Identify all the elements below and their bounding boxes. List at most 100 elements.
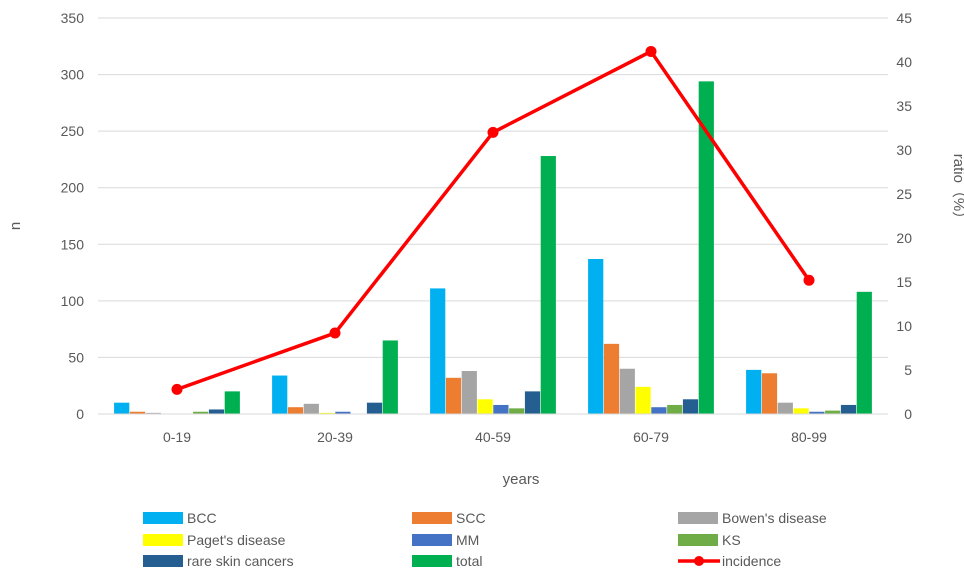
- legend-label: incidence: [722, 553, 781, 569]
- bar-scc: [603, 343, 620, 414]
- bar-total: [382, 340, 398, 414]
- bar-total: [540, 156, 556, 414]
- x-tick-label: 0-19: [163, 429, 191, 445]
- legend-item: KS: [678, 532, 741, 548]
- bar-paget-s-disease: [635, 386, 651, 414]
- legend-item: Paget's disease: [143, 532, 286, 548]
- legend-swatch: [143, 512, 183, 524]
- legend-item: incidence: [678, 553, 781, 569]
- right-tick-label: 25: [896, 186, 912, 202]
- incidence-point: [329, 327, 341, 339]
- incidence-point: [645, 45, 657, 57]
- bar-rare-skin-cancers: [524, 391, 541, 414]
- legend-label: total: [456, 553, 482, 569]
- legend-label: Paget's disease: [187, 532, 286, 548]
- right-tick-label: 35: [896, 98, 912, 114]
- bar-bcc: [114, 402, 130, 414]
- legend-swatch: [412, 555, 452, 567]
- legend-item: total: [412, 553, 482, 569]
- right-tick-label: 40: [896, 54, 912, 70]
- right-tick-label: 30: [896, 142, 912, 158]
- left-tick-label: 350: [61, 10, 85, 26]
- left-tick-label: 300: [61, 67, 85, 83]
- right-tick-label: 15: [896, 274, 912, 290]
- x-tick-label: 80-99: [791, 429, 827, 445]
- right-axis-title: ratio（%）: [950, 154, 964, 227]
- legend-item: rare skin cancers: [143, 553, 294, 569]
- legend: BCC SCC Bowen's disease Paget's disease MM KS…: [143, 510, 827, 569]
- x-axis-ticks: 0-19 20-39 40-59 60-79 80-99: [163, 429, 827, 445]
- legend-label: SCC: [456, 510, 486, 526]
- legend-label: BCC: [187, 510, 217, 526]
- bar-bcc: [272, 375, 288, 414]
- legend-item: BCC: [143, 510, 217, 526]
- bar-ks: [667, 404, 683, 414]
- bar-scc: [445, 377, 462, 414]
- legend-swatch: [143, 534, 183, 546]
- bar-rare-skin-cancers: [840, 404, 857, 414]
- right-tick-label: 10: [896, 318, 912, 334]
- bar-ks: [825, 410, 841, 414]
- bar-total: [856, 291, 872, 414]
- bar-bcc: [430, 288, 446, 414]
- left-tick-label: 0: [76, 406, 84, 422]
- legend-swatch: [412, 512, 452, 524]
- bar-bowen-s-disease: [777, 402, 793, 414]
- bar-total: [698, 81, 714, 415]
- incidence-point: [803, 274, 815, 286]
- incidence-line: [171, 45, 815, 395]
- incidence-polyline: [176, 49, 811, 392]
- legend-item: Bowen's disease: [678, 510, 827, 526]
- legend-label: rare skin cancers: [187, 553, 294, 569]
- bar-ks: [193, 411, 209, 414]
- right-tick-label: 0: [904, 406, 912, 422]
- bar-bowen-s-disease: [619, 368, 635, 414]
- bar-mm: [651, 407, 667, 414]
- bar-bcc: [588, 258, 604, 414]
- legend-swatch: [678, 534, 718, 546]
- left-axis-ticks: 0 50 100 150 200 250 300 350: [61, 10, 85, 422]
- legend-swatch: [678, 512, 718, 524]
- x-tick-label: 20-39: [317, 429, 353, 445]
- bar-rare-skin-cancers: [366, 402, 383, 414]
- x-tick-label: 60-79: [633, 429, 669, 445]
- x-tick-label: 40-59: [475, 429, 511, 445]
- bar-bowen-s-disease: [303, 403, 319, 414]
- legend-swatch: [412, 534, 452, 546]
- left-tick-label: 200: [61, 180, 85, 196]
- bar-total: [224, 391, 240, 414]
- bar-paget-s-disease: [319, 412, 335, 414]
- bar-mm: [809, 411, 825, 414]
- bar-paget-s-disease: [793, 408, 809, 414]
- bar-scc: [761, 373, 778, 414]
- legend-item: MM: [412, 532, 479, 548]
- left-axis-title: n: [7, 222, 24, 230]
- bar-rare-skin-cancers: [208, 409, 225, 414]
- legend-label: Bowen's disease: [722, 510, 827, 526]
- legend-label: MM: [456, 532, 479, 548]
- left-tick-label: 100: [61, 293, 85, 309]
- bar-bowen-s-disease: [461, 371, 477, 414]
- left-tick-label: 150: [61, 236, 85, 252]
- left-tick-label: 250: [61, 123, 85, 139]
- incidence-point: [487, 126, 499, 138]
- bar-ks: [509, 408, 525, 414]
- legend-item: SCC: [412, 510, 486, 526]
- bar-bowen-s-disease: [145, 412, 161, 414]
- incidence-point: [171, 383, 183, 395]
- bar-scc: [287, 407, 304, 414]
- right-tick-label: 45: [896, 10, 912, 26]
- bar-mm: [493, 404, 509, 414]
- legend-swatch: [143, 555, 183, 567]
- bar-bcc: [746, 369, 762, 414]
- bars: [114, 81, 872, 415]
- gridlines: [98, 17, 888, 358]
- left-tick-label: 50: [68, 349, 84, 365]
- bar-mm: [335, 411, 351, 414]
- right-tick-label: 5: [904, 362, 912, 378]
- legend-marker: [694, 556, 704, 566]
- right-axis-ticks: 0 5 10 15 20 25 30 35 40 45: [896, 10, 912, 422]
- bar-paget-s-disease: [477, 399, 493, 414]
